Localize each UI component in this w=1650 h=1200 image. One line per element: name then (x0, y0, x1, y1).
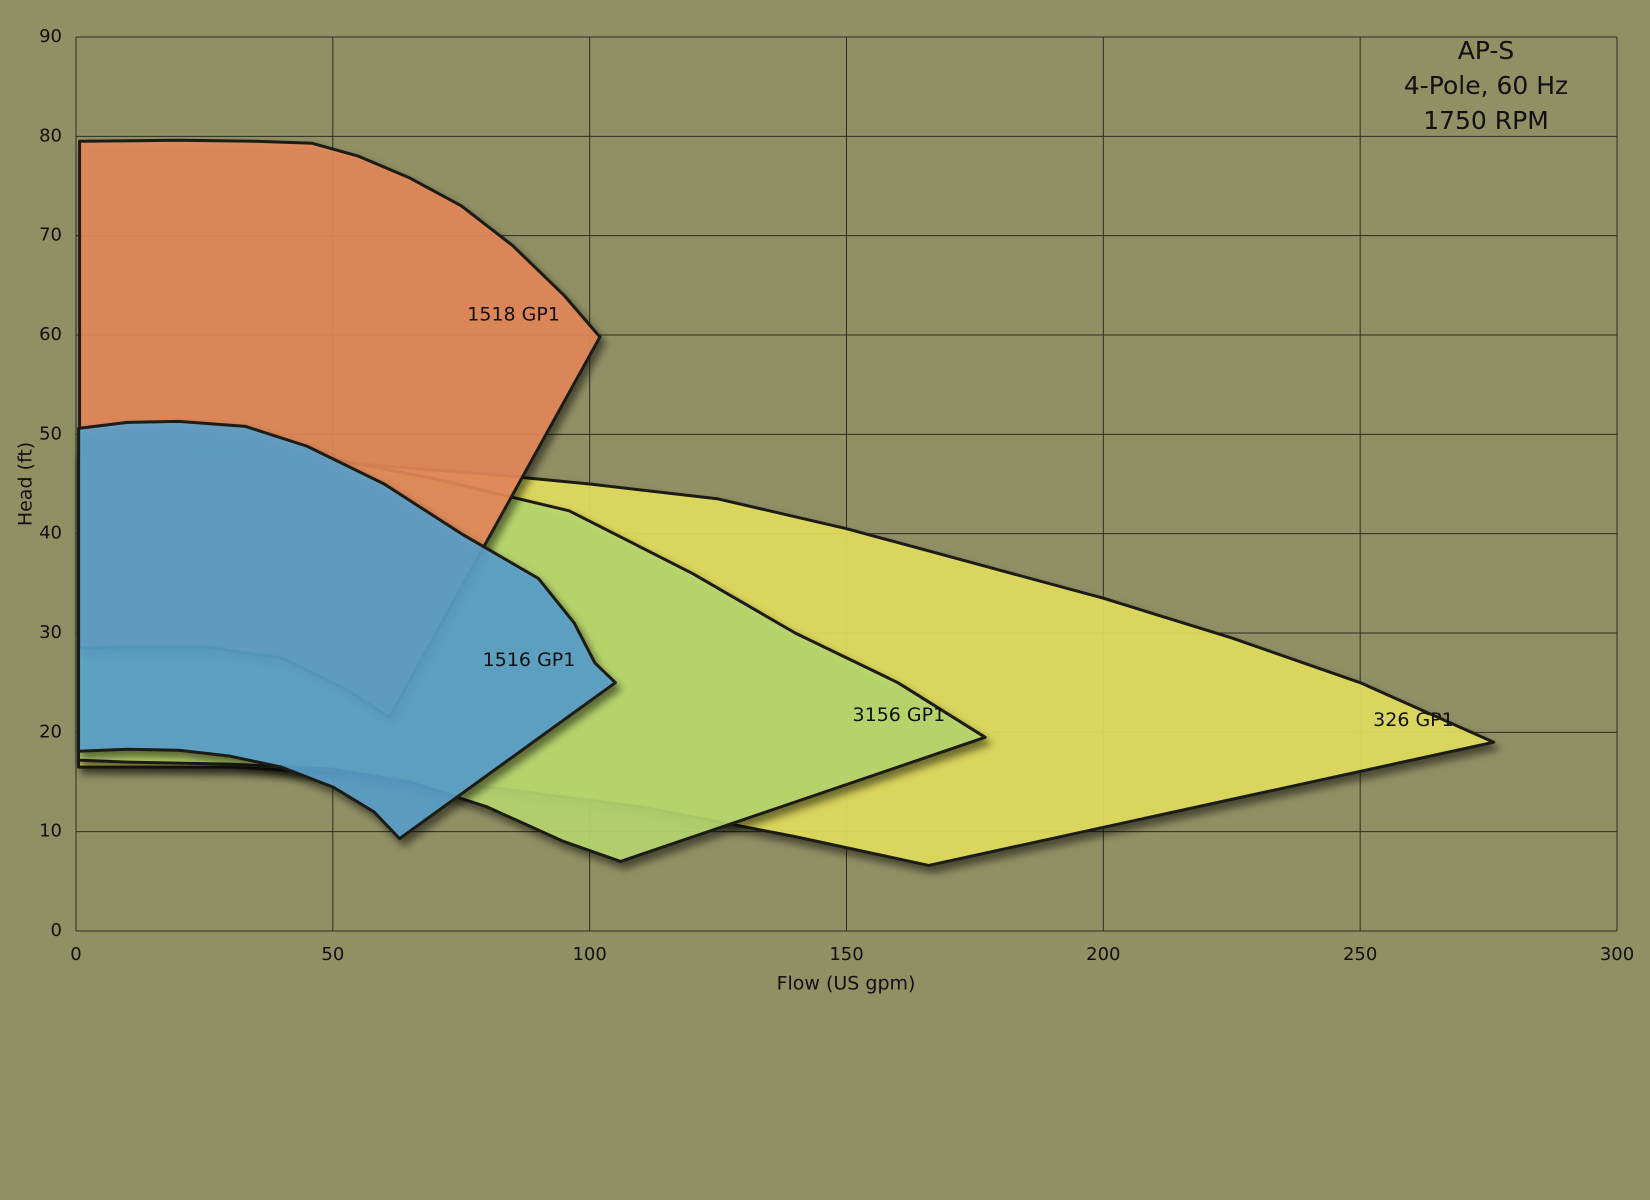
y-tick-label: 40 (39, 523, 62, 544)
region-label: 1516 GP1 (483, 649, 576, 671)
y-tick-label: 10 (39, 821, 62, 842)
x-tick-label: 150 (829, 944, 863, 965)
y-tick-label: 60 (39, 324, 62, 345)
y-tick-label: 30 (39, 622, 62, 643)
region-label: 3156 GP1 (853, 704, 946, 726)
x-tick-label: 0 (70, 944, 81, 965)
y-axis-label: Head (ft) (15, 442, 37, 526)
y-tick-label: 80 (39, 125, 62, 146)
y-tick-label: 0 (51, 920, 62, 941)
x-axis-label: Flow (US gpm) (777, 973, 916, 995)
y-tick-label: 20 (39, 721, 62, 742)
x-tick-label: 100 (572, 944, 606, 965)
y-tick-label: 90 (39, 26, 62, 47)
region-label: 1518 GP1 (467, 303, 560, 325)
y-tick-label: 70 (39, 225, 62, 246)
x-tick-label: 200 (1086, 944, 1120, 965)
chart-title: AP-S (1458, 36, 1515, 65)
y-tick-label: 50 (39, 423, 62, 444)
region-label: 326 GP1 (1373, 709, 1454, 731)
chart-title: 1750 RPM (1423, 106, 1549, 135)
x-tick-label: 250 (1343, 944, 1377, 965)
x-tick-label: 300 (1600, 944, 1634, 965)
chart-title: 4-Pole, 60 Hz (1404, 71, 1568, 100)
region (77, 419, 617, 841)
x-tick-label: 50 (321, 944, 344, 965)
